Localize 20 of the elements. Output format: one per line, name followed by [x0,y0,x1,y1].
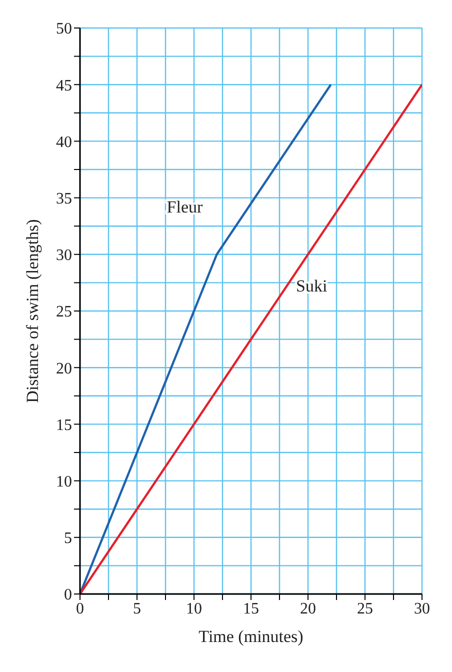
x-tick-label: 30 [414,600,430,618]
x-tick-label: 25 [357,600,373,618]
y-tick-label: 5 [64,530,72,548]
y-tick-label: 30 [56,247,72,264]
x-axis-title: Time (minutes) [198,627,304,646]
x-tick-label: 0 [76,600,84,618]
y-tick-label: 25 [56,304,72,321]
x-tick-label: 15 [243,600,259,618]
x-tick-label: 5 [133,600,141,618]
y-tick-label: 0 [64,586,72,604]
y-tick-label: 35 [56,190,72,208]
y-tick-label: 45 [56,77,72,94]
x-tick-label: 10 [186,600,202,618]
y-tick-label: 50 [56,20,72,38]
y-tick-label: 40 [56,134,72,151]
y-tick-label: 10 [56,473,72,490]
y-axis-title: Distance of swim (lengths) [23,219,42,403]
y-tick-label: 20 [56,360,72,378]
y-tick-label: 15 [56,416,72,434]
x-tick-label: 20 [300,600,316,618]
